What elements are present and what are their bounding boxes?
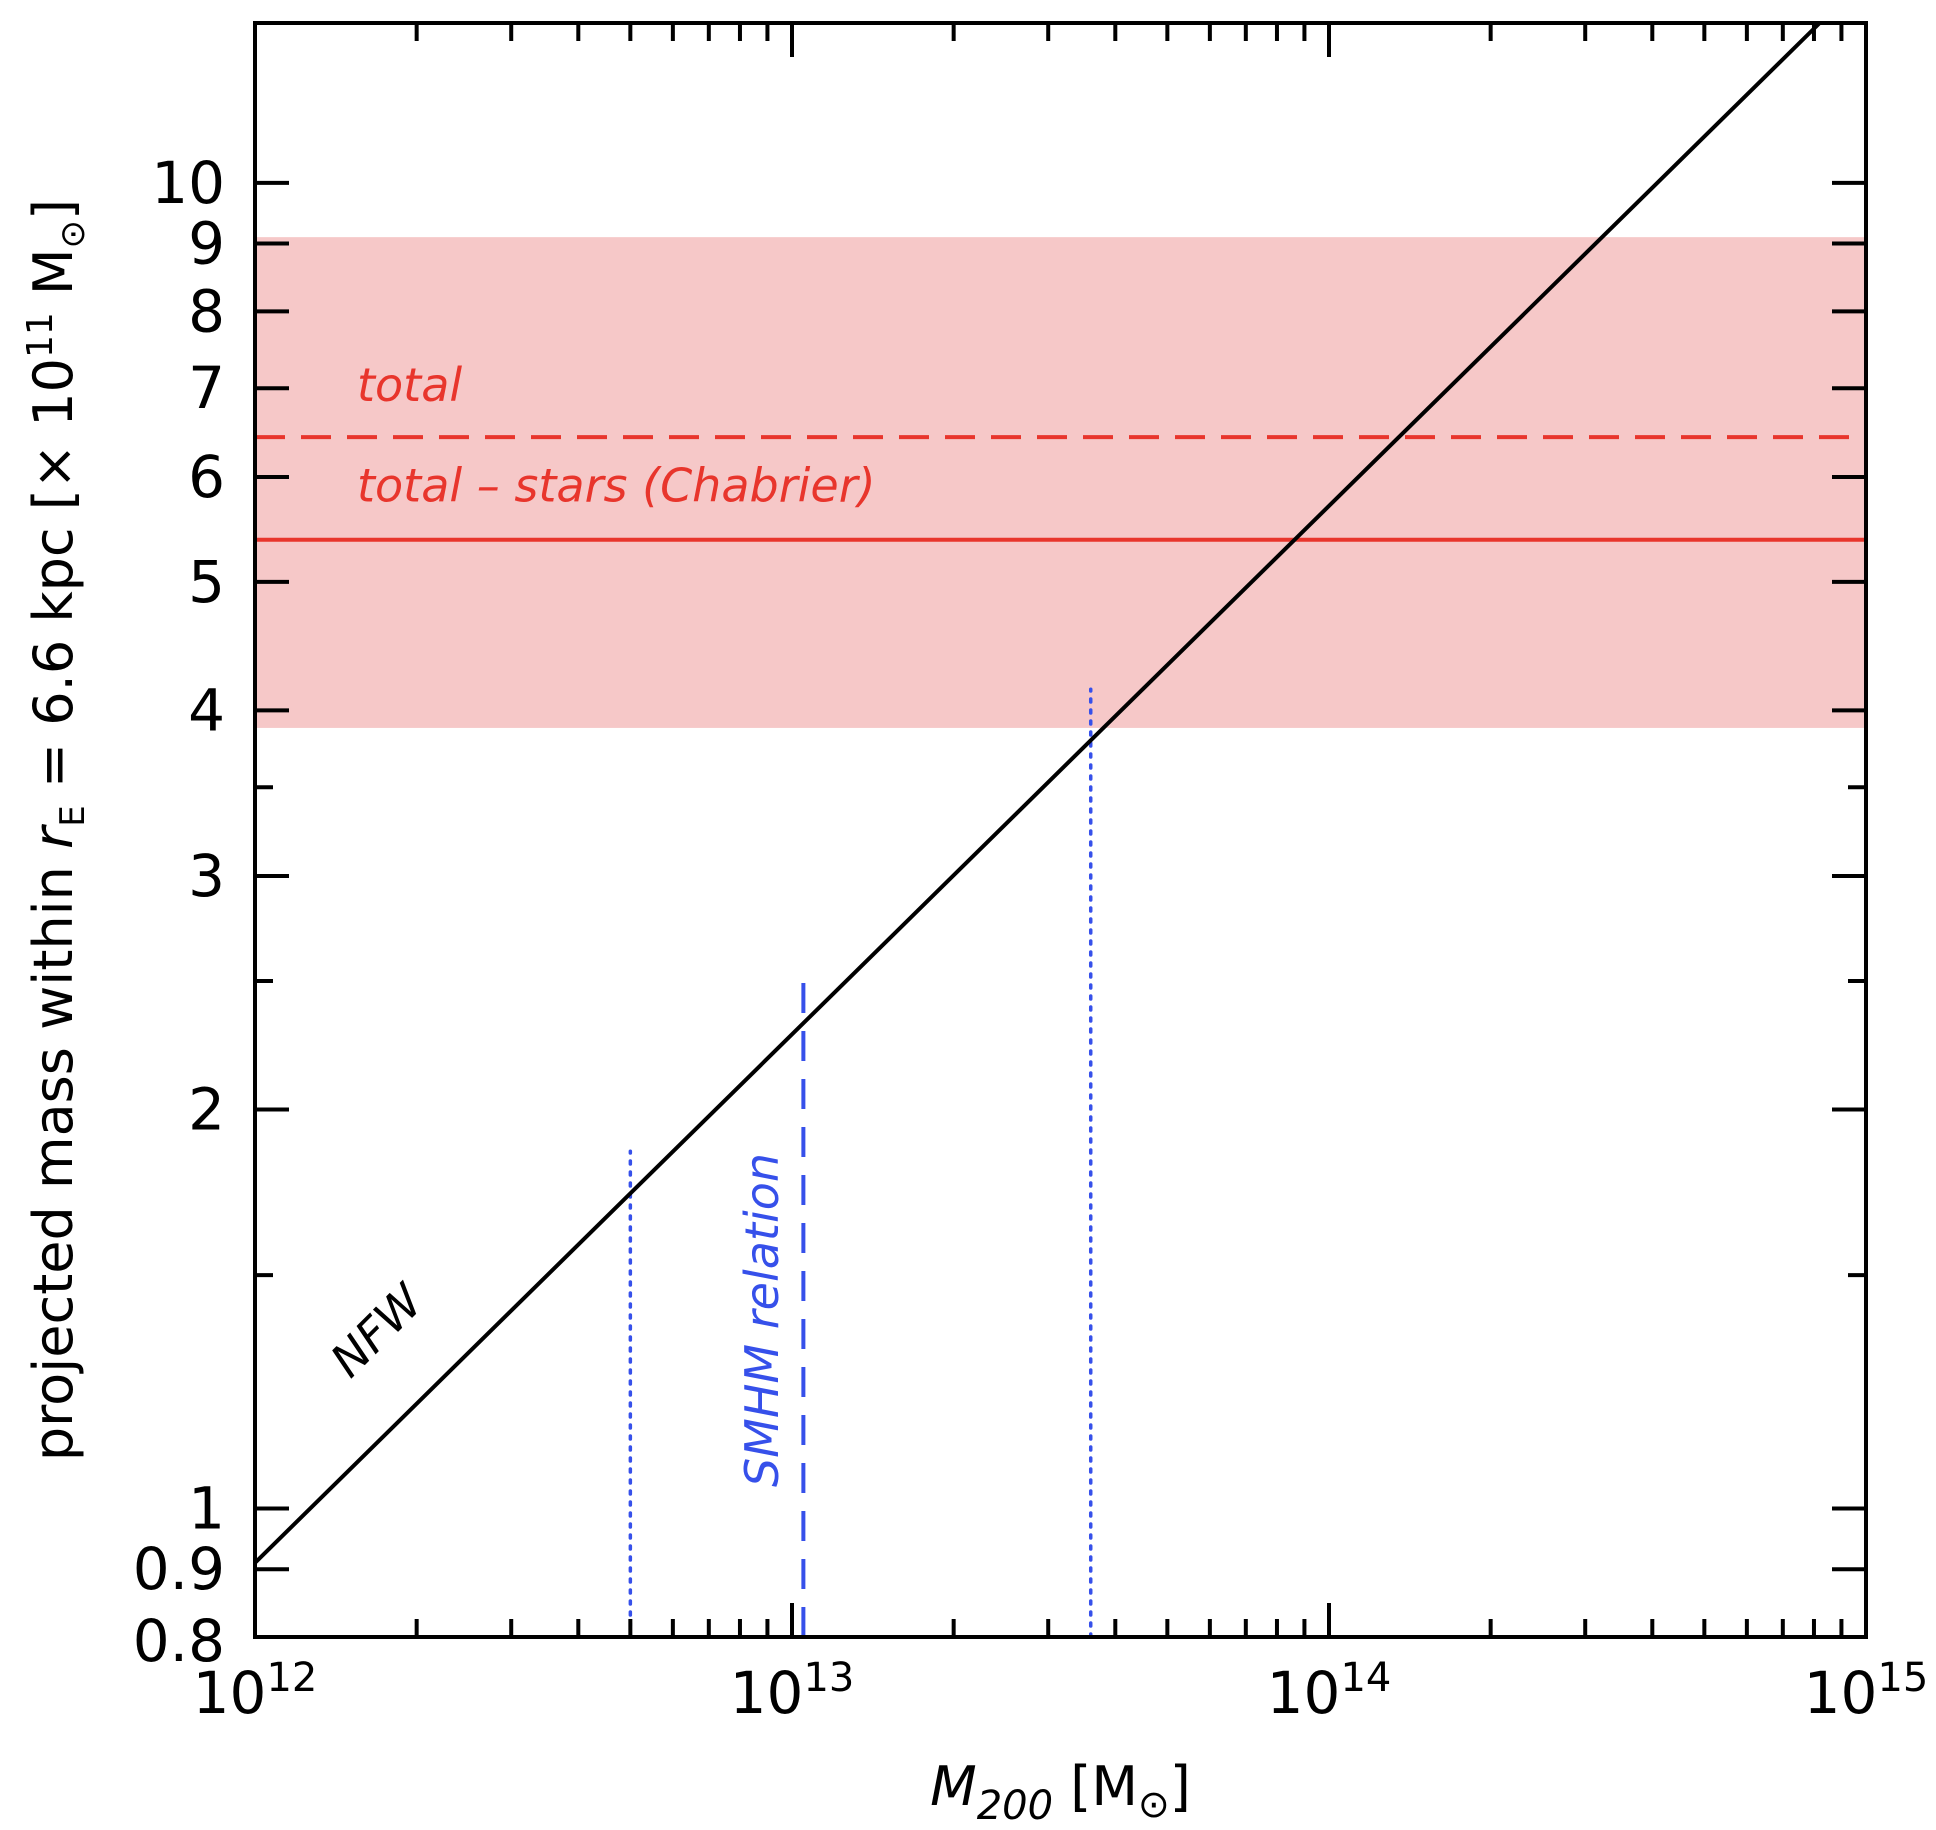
y-tick-label: 9	[188, 210, 225, 278]
y-tick-label: 1	[188, 1475, 225, 1543]
y-tick-label: 7	[188, 354, 225, 422]
label-total-minus-stars: total – stars (Chabrier)	[357, 459, 876, 513]
x-tick-label: 1013	[730, 1655, 855, 1727]
label-total: total	[357, 358, 462, 412]
y-tick-label: 5	[188, 548, 225, 616]
plot-frame	[253, 21, 1868, 1639]
nfw-curve	[253, 21, 1822, 1565]
confidence-band	[255, 237, 1866, 728]
x-tick-label: 1014	[1267, 1655, 1392, 1727]
y-axis-title: projected mass within rE = 6.6 kpc [× 10…	[20, 199, 93, 1461]
y-tick-label: 10	[151, 149, 225, 217]
label-nfw: NFW	[320, 1273, 434, 1387]
x-tick-label: 1015	[1804, 1655, 1929, 1727]
label-smhm-relation: SMHM relation	[735, 1153, 789, 1487]
y-tick-label: 0.8	[133, 1607, 225, 1675]
x-axis-title: M200 [M⊙]	[930, 1755, 1191, 1829]
y-tick-label: 0.9	[133, 1535, 225, 1603]
y-tick-label: 6	[188, 443, 225, 511]
y-tick-label: 3	[188, 842, 225, 910]
y-tick-label: 2	[188, 1075, 225, 1143]
y-tick-label: 8	[188, 277, 225, 345]
y-tick-label: 4	[188, 676, 225, 744]
x-tick-label: 1012	[193, 1655, 318, 1727]
